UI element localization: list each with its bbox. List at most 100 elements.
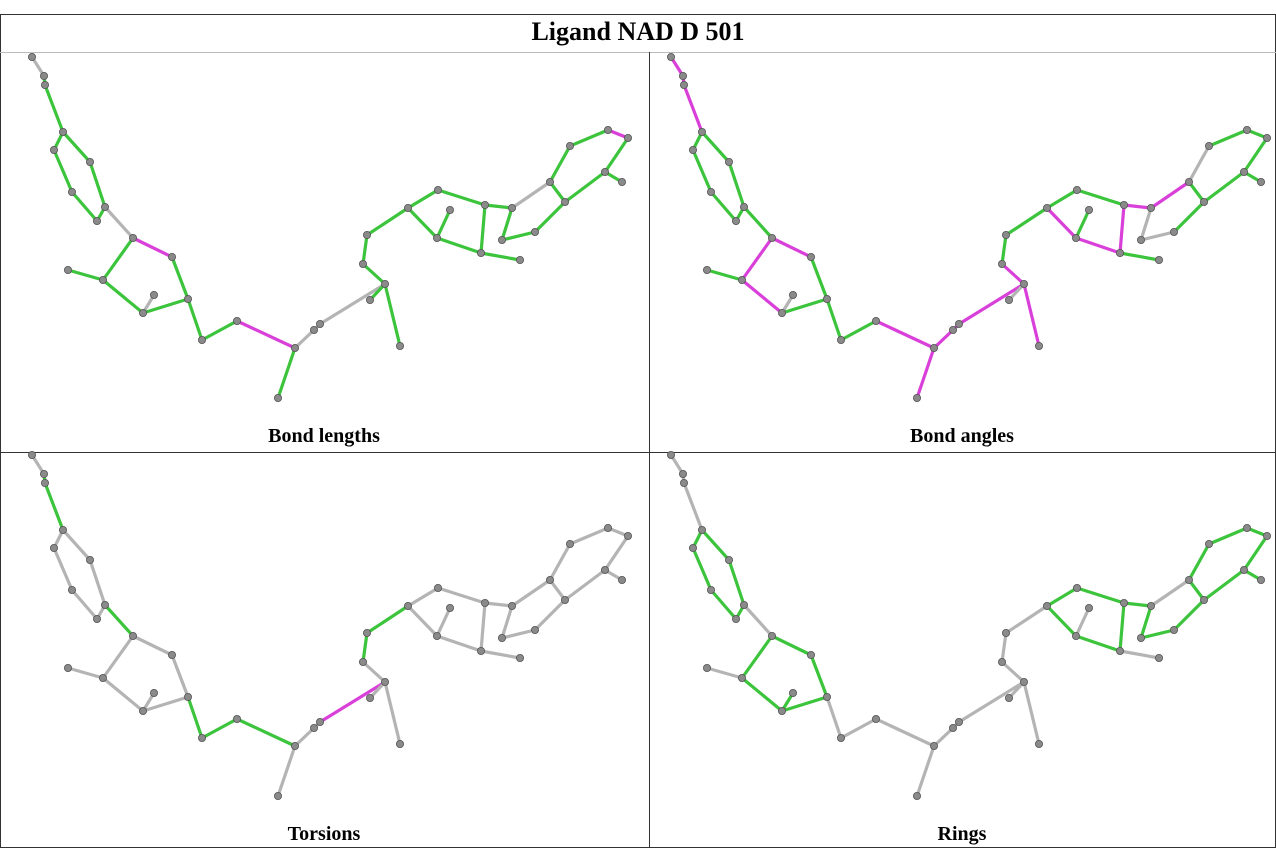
atom: [1155, 654, 1164, 663]
bond: [548, 578, 567, 602]
atom: [64, 664, 73, 673]
atom: [516, 255, 525, 264]
bond: [365, 206, 410, 237]
atom: [546, 576, 555, 585]
atom: [403, 203, 412, 212]
atom: [1205, 540, 1214, 549]
bond: [740, 236, 774, 282]
atom: [432, 632, 441, 641]
atom: [358, 658, 367, 667]
bond: [1022, 680, 1041, 746]
atom: [561, 596, 570, 605]
atom: [64, 265, 73, 274]
atom: [624, 133, 633, 142]
panel-caption: Bond lengths: [268, 425, 380, 447]
atom: [358, 259, 367, 268]
atom: [680, 478, 689, 487]
bond: [510, 180, 552, 210]
atom: [998, 259, 1007, 268]
atom: [362, 629, 371, 638]
atom: [872, 316, 881, 325]
bond: [141, 297, 190, 315]
atom: [679, 72, 688, 81]
bond: [780, 297, 829, 315]
atom: [50, 145, 59, 154]
atom: [740, 202, 749, 211]
atom: [290, 343, 299, 352]
atom: [667, 450, 676, 459]
bond: [406, 586, 440, 608]
bond: [43, 83, 65, 134]
bond: [436, 188, 487, 207]
atom: [1170, 626, 1179, 635]
atom: [516, 654, 525, 663]
atom: [1072, 233, 1081, 242]
bond: [1000, 262, 1026, 286]
bond: [61, 130, 92, 164]
atom: [99, 275, 108, 284]
bond: [709, 190, 738, 223]
atom: [601, 566, 610, 575]
atom: [273, 792, 282, 801]
bond: [1207, 526, 1249, 546]
bond: [839, 319, 878, 342]
bond: [276, 346, 297, 400]
bond: [780, 695, 829, 713]
atom: [707, 586, 716, 595]
bond: [533, 598, 567, 632]
bond: [52, 546, 74, 592]
atom: [955, 319, 964, 328]
atom: [1185, 576, 1194, 585]
bond: [1074, 606, 1091, 638]
bond: [365, 604, 410, 635]
bond: [825, 695, 843, 740]
atom: [183, 693, 192, 702]
bond: [500, 628, 537, 640]
atom: [689, 145, 698, 154]
atom: [433, 584, 442, 593]
bond: [1187, 542, 1211, 582]
atom: [725, 157, 734, 166]
bond: [770, 236, 813, 259]
bond: [318, 282, 387, 326]
atom: [59, 127, 68, 136]
atom: [949, 724, 958, 733]
atom: [778, 707, 787, 716]
bond: [742, 205, 774, 240]
atom: [380, 678, 389, 687]
atom: [1147, 203, 1156, 212]
atom: [497, 235, 506, 244]
bond: [483, 601, 514, 608]
bond: [200, 319, 239, 342]
atom: [309, 724, 318, 733]
bond: [568, 128, 610, 148]
atom: [823, 294, 832, 303]
atom: [618, 177, 627, 186]
bond: [1139, 604, 1153, 640]
bond: [740, 278, 784, 315]
atom: [41, 81, 50, 90]
atom: [1043, 602, 1052, 611]
panel-caption: Bond angles: [910, 425, 1014, 447]
bond: [52, 148, 74, 194]
atom: [1243, 126, 1252, 135]
bond: [548, 542, 572, 582]
bond: [361, 660, 387, 684]
bond: [1045, 586, 1079, 608]
bond: [742, 603, 774, 638]
bond: [809, 653, 829, 699]
bond: [361, 631, 369, 664]
atom: [546, 177, 555, 186]
bond: [361, 262, 387, 286]
atom: [59, 526, 68, 535]
atom: [232, 715, 241, 724]
bond: [1187, 578, 1206, 602]
bond: [435, 634, 483, 653]
bond: [932, 328, 955, 350]
bond: [383, 282, 402, 348]
atom: [872, 715, 881, 724]
atom: [507, 203, 516, 212]
atom: [1085, 205, 1094, 214]
atom: [433, 185, 442, 194]
